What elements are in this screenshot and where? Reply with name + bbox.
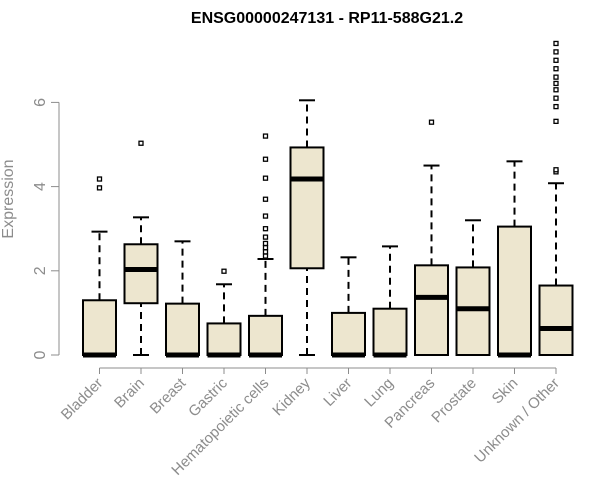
outlier-point [428,119,435,125]
box-prostate [455,219,491,357]
axes-group: 0 2 4 6 [32,98,557,374]
outlier-point [553,95,559,101]
outlier-point [553,57,559,63]
chart-title: ENSG00000247131 - RP11-588G21.2 [191,10,463,27]
box-hematopoietic-cells [248,133,283,358]
outlier-point [262,196,269,202]
outlier-point [262,133,269,139]
box-rect [455,266,491,357]
outlier-point [553,87,559,93]
box-rect [165,302,200,356]
outlier-point [262,175,269,181]
x-tick-label: Bladder [58,375,107,424]
box-rect [497,225,532,356]
box-rect [82,299,117,356]
box-lung [372,245,408,358]
box-rect [414,264,449,356]
outlier-point [553,49,559,55]
outlier-point [138,140,144,146]
x-tick-label: Skin [489,375,522,408]
box-rect [538,284,574,356]
outlier-point [262,226,269,232]
y-tick-label: 6 [32,98,49,107]
box-brain [123,140,159,356]
x-tick-label: Lung [361,375,397,411]
box-skin [497,160,532,358]
outlier-point [262,234,269,240]
x-tick-label: Liver [320,375,355,410]
outlier-point [96,185,103,191]
outlier-point [553,167,559,173]
outlier-point [553,66,559,72]
outlier-point [262,213,269,219]
outlier-point [262,244,269,251]
outlier-point [262,156,269,162]
outlier-point [553,118,559,124]
box-gastric [206,268,242,358]
outlier-point [553,103,559,110]
box-pancreas [414,119,449,356]
outlier-point [553,80,559,87]
x-tick-label: Prostate [428,375,480,427]
box-rect [372,307,408,357]
outlier-point [262,253,269,259]
box-kidney [289,99,325,356]
x-tick-label: Breast [147,374,190,417]
y-tick-label: 4 [32,182,49,191]
box-unknown-other [538,40,574,356]
y-axis-label: Expression [0,159,17,238]
outlier-point [96,176,103,182]
outlier-point [553,40,559,47]
outlier-point [221,268,227,274]
boxes-group [82,40,574,358]
y-tick-label: 0 [32,350,49,359]
x-tick-label: Brain [111,375,148,412]
box-rect [331,311,366,356]
box-breast [165,240,200,358]
outlier-point [553,74,559,80]
box-rect [289,146,325,270]
box-rect [123,243,159,305]
box-bladder [82,176,117,358]
outlier-point [262,240,269,247]
y-tick-label: 2 [32,266,49,275]
box-rect [206,322,242,356]
box-rect [248,314,283,356]
box-liver [331,256,366,358]
outlier-point [262,249,269,255]
x-tick-label: Kidney [269,374,314,419]
